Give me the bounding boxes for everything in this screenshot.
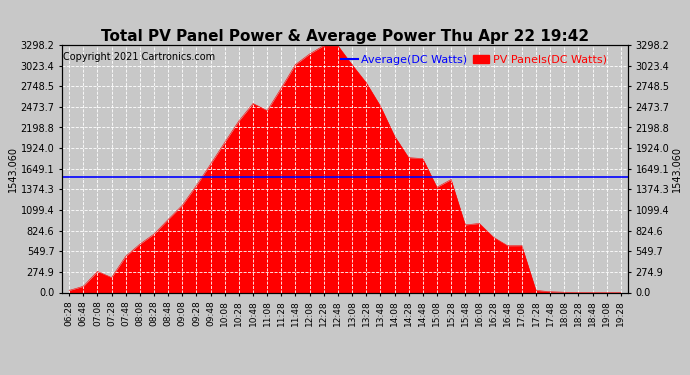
Title: Total PV Panel Power & Average Power Thu Apr 22 19:42: Total PV Panel Power & Average Power Thu…: [101, 29, 589, 44]
Y-axis label: 1543.060: 1543.060: [672, 146, 682, 192]
Legend: Average(DC Watts), PV Panels(DC Watts): Average(DC Watts), PV Panels(DC Watts): [337, 51, 611, 69]
Text: Copyright 2021 Cartronics.com: Copyright 2021 Cartronics.com: [63, 53, 215, 62]
Y-axis label: 1543.060: 1543.060: [8, 146, 18, 192]
